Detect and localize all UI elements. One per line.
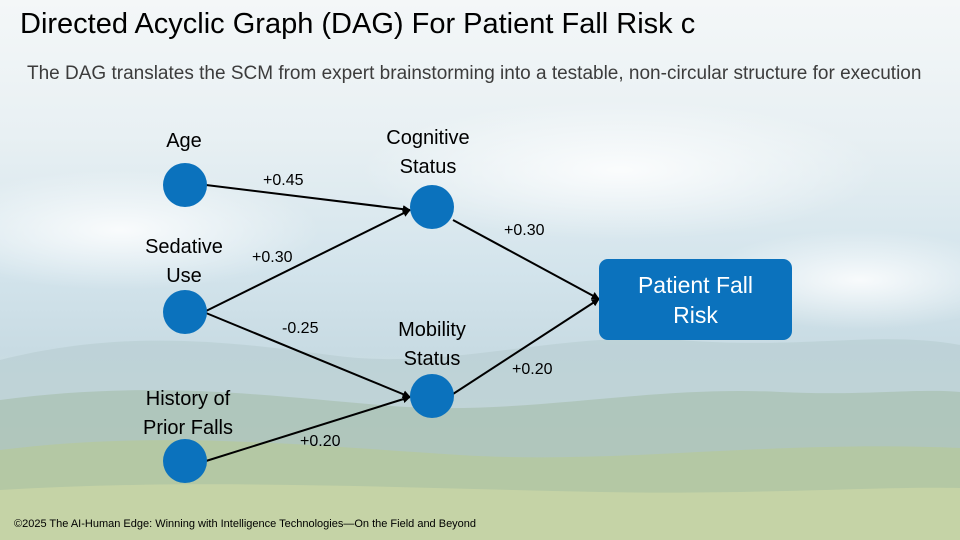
edge-sedative-cognitive (205, 209, 411, 312)
node-age (163, 163, 207, 207)
node-cognitive-status (410, 185, 454, 229)
node-label-cognitive-status: Cognitive Status (386, 127, 470, 178)
edge-mobility-fallrisk (452, 298, 600, 395)
edge-weight-age-cognitive: +0.45 (263, 172, 304, 189)
edge-cognitive-fallrisk (452, 219, 600, 300)
node-label-history-prior-falls: History of Prior Falls (142, 388, 233, 439)
node-patient-fall-risk: Patient Fall Risk (599, 259, 792, 340)
node-label-mobility-status: Mobility Status (398, 319, 466, 370)
copyright-footer: ©2025 The AI-Human Edge: Winning with In… (14, 518, 477, 530)
edge-weight-sedative-cognitive: +0.30 (252, 249, 293, 266)
edge-weight-cognitive-fallrisk: +0.30 (504, 222, 545, 239)
page-subtitle: The DAG translates the SCM from expert b… (27, 63, 922, 84)
node-sedative-use (163, 290, 207, 334)
edge-history-mobility (205, 395, 411, 462)
node-history-prior-falls (163, 439, 207, 483)
edge-weight-sedative-mobility: -0.25 (282, 320, 319, 337)
node-mobility-status (410, 374, 454, 418)
node-label-age: Age (166, 130, 202, 152)
page-title: Directed Acyclic Graph (DAG) For Patient… (20, 8, 696, 40)
edge-age-cognitive (205, 184, 411, 214)
edge-weight-history-mobility: +0.20 (300, 433, 341, 450)
edge-weight-mobility-fallrisk: +0.20 (512, 361, 553, 378)
node-label-sedative-use: Sedative Use (145, 236, 223, 287)
edge-sedative-mobility (205, 312, 411, 398)
node-label-patient-fall-risk: Patient Fall Risk (637, 271, 754, 328)
